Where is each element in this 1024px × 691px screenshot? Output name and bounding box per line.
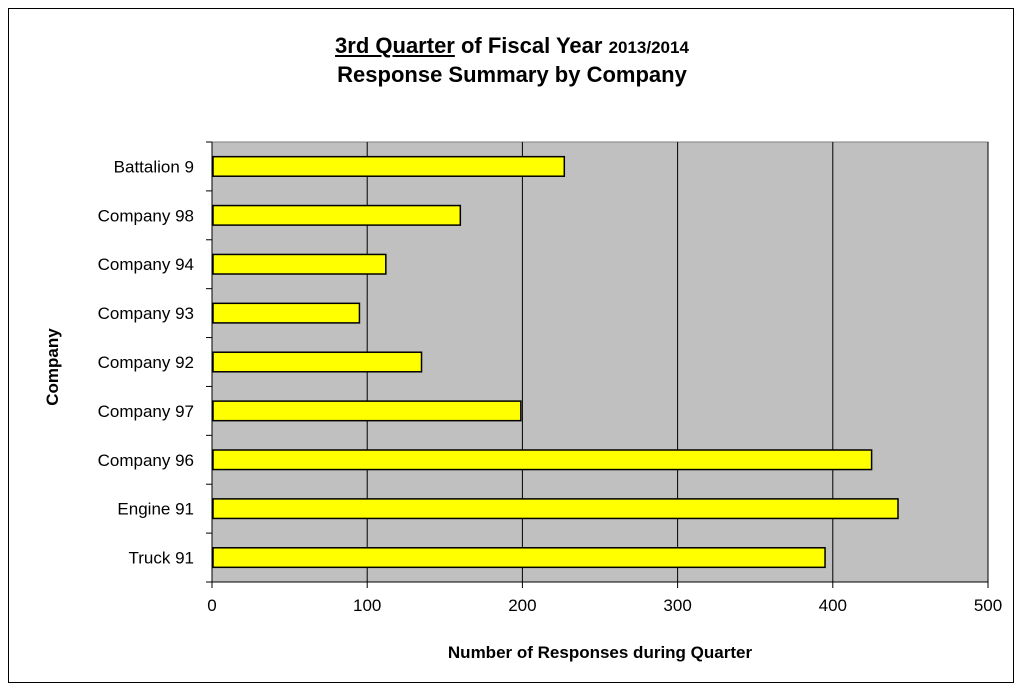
bars bbox=[212, 155, 899, 569]
y-category-label: Engine 91 bbox=[117, 500, 194, 519]
x-tick-label: 300 bbox=[663, 596, 691, 615]
y-category-label: Battalion 9 bbox=[114, 157, 194, 176]
y-category-labels: Battalion 9 Company 98 Company 94 Company 9… bbox=[98, 157, 194, 567]
bar bbox=[212, 498, 899, 520]
bar bbox=[212, 155, 566, 177]
y-category-label: Truck 91 bbox=[128, 549, 194, 568]
y-category-label: Company 92 bbox=[98, 353, 194, 372]
bar bbox=[212, 449, 873, 471]
x-tick-label: 500 bbox=[974, 596, 1002, 615]
bar bbox=[212, 204, 462, 226]
title-quarter: 3rd Quarter bbox=[335, 33, 455, 58]
y-category-label: Company 97 bbox=[98, 402, 194, 421]
y-category-label: Company 94 bbox=[98, 255, 194, 274]
x-tick-label: 0 bbox=[207, 596, 216, 615]
x-tick-labels: 0 100 200 300 400 500 bbox=[207, 596, 1002, 615]
bar bbox=[212, 253, 387, 275]
title-fiscal-year-label: of Fiscal Year bbox=[454, 33, 609, 58]
y-category-label: Company 98 bbox=[98, 206, 194, 225]
x-axis-label: Number of Responses during Quarter bbox=[448, 643, 753, 662]
bar bbox=[212, 351, 423, 373]
bar bbox=[212, 302, 361, 324]
y-category-label: Company 96 bbox=[98, 451, 194, 470]
y-axis-label: Company bbox=[43, 328, 62, 406]
chart-title-line1: 3rd Quarter of Fiscal Year 2013/2014 bbox=[0, 33, 1024, 59]
bar bbox=[212, 547, 826, 569]
x-tick-label: 400 bbox=[819, 596, 847, 615]
y-category-label: Company 93 bbox=[98, 304, 194, 323]
chart-title-line2: Response Summary by Company bbox=[337, 62, 687, 87]
x-tick-label: 100 bbox=[353, 596, 381, 615]
bar bbox=[212, 400, 522, 422]
axes bbox=[206, 141, 989, 588]
title-fiscal-year: 2013/2014 bbox=[608, 38, 689, 57]
x-tick-label: 200 bbox=[508, 596, 536, 615]
